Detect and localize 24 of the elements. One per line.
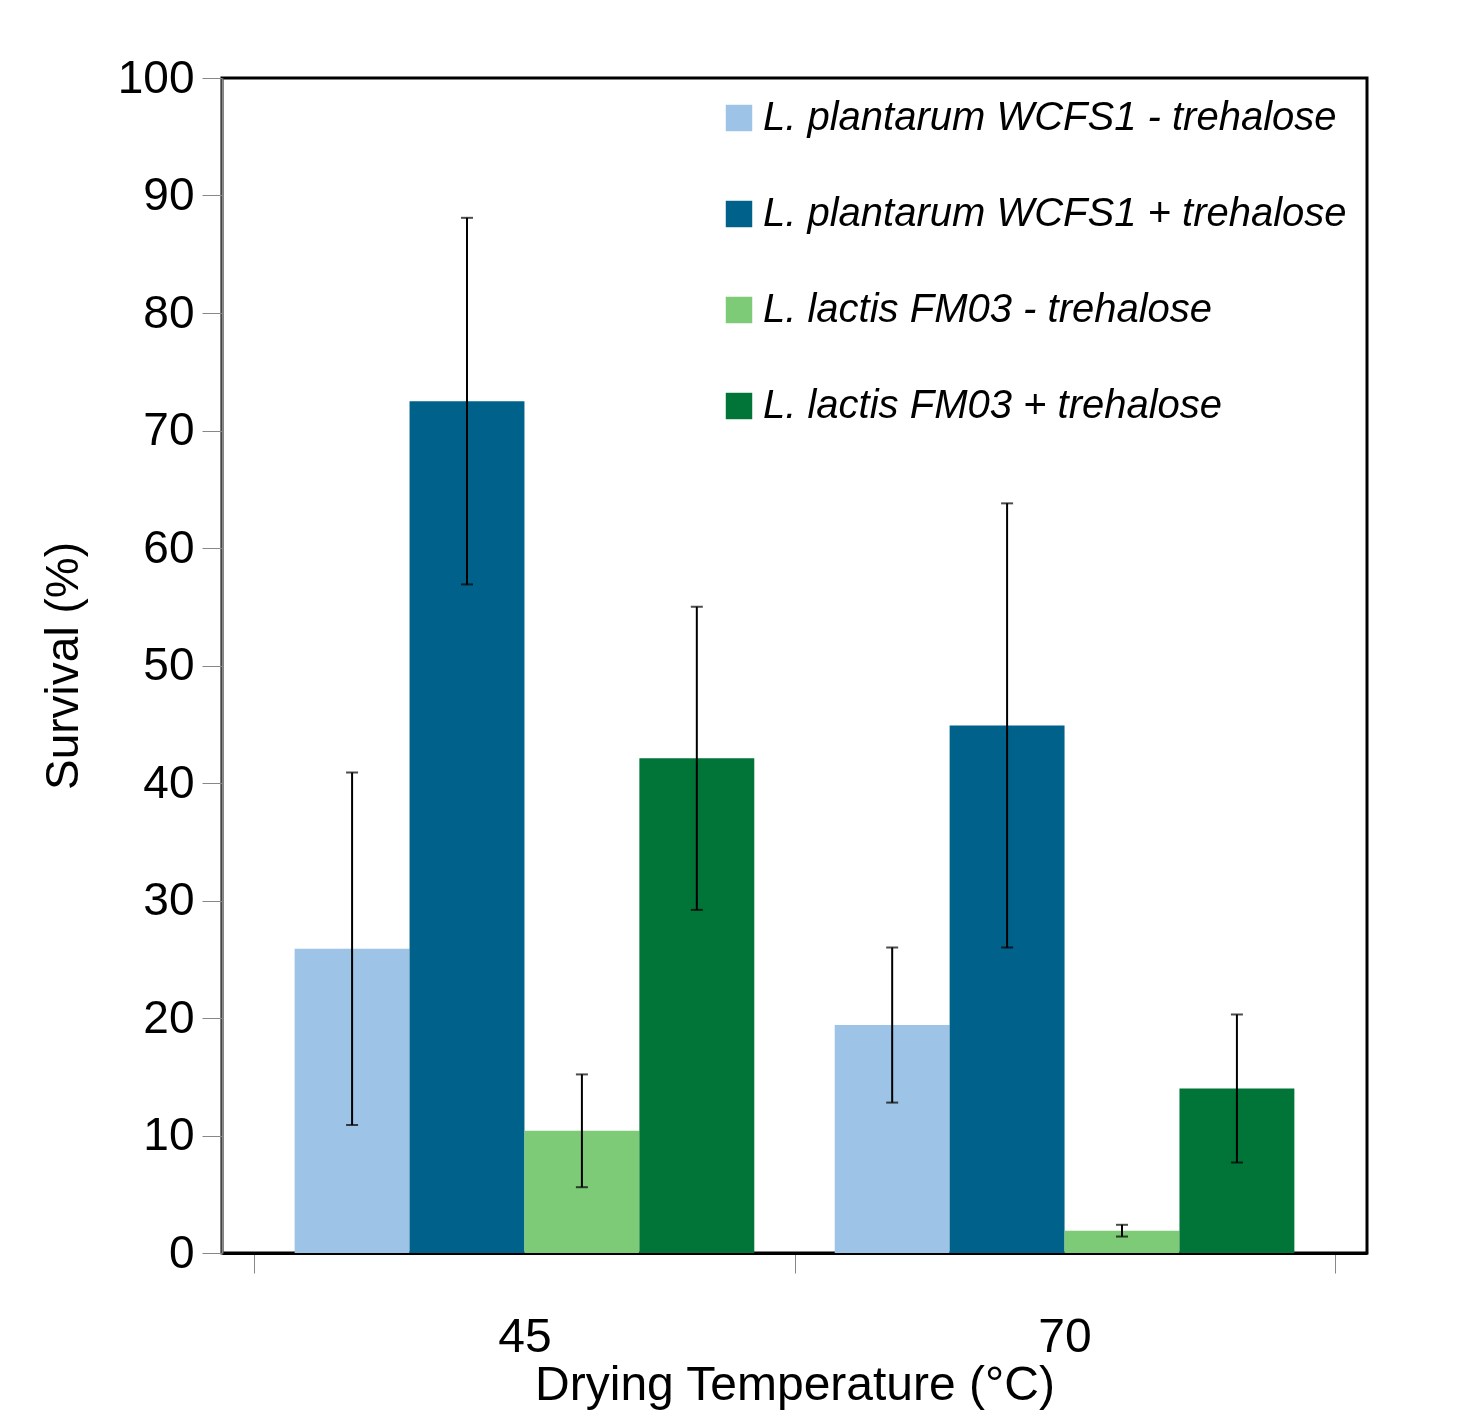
y-axis-title: Survival (%) [35,542,88,790]
bar [294,948,410,1253]
bar [1064,1230,1180,1253]
y-tick-label: 20 [143,990,195,1043]
bar [639,758,755,1253]
bar [834,1025,950,1253]
y-tick-label: 80 [143,285,195,338]
bar [409,401,525,1253]
bar [524,1130,640,1253]
y-tick-label: 10 [143,1108,195,1160]
bar [1179,1088,1295,1253]
legend-label: L. plantarum WCFS1 - trehalose [763,94,1337,138]
bar [949,725,1065,1253]
y-tick-label: 100 [117,50,195,103]
y-tick-label: 70 [143,403,195,455]
y-tick-label: 40 [143,755,195,808]
y-tick-label: 30 [143,873,195,925]
y-tick-label: 0 [168,1225,195,1278]
legend-label: L. plantarum WCFS1 + trehalose [763,190,1347,234]
y-tick-label: 90 [143,168,195,220]
y-tick-label: 60 [143,520,195,573]
legend-label: L. lactis FM03 - trehalose [763,286,1213,330]
legend-label: L. lactis FM03 + trehalose [763,382,1223,426]
y-tick-label: 50 [143,638,195,690]
